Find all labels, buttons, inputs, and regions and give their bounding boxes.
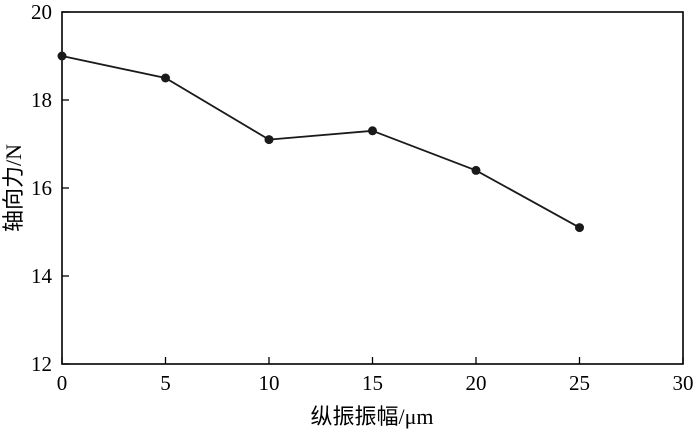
x-tick-label: 10 <box>259 371 280 395</box>
x-tick-label: 0 <box>57 371 68 395</box>
data-point <box>368 126 377 136</box>
x-axis-label: 纵振振幅/μm <box>310 404 434 429</box>
x-tick-label: 15 <box>362 371 383 395</box>
y-tick-label: 18 <box>31 88 52 112</box>
y-tick-label: 20 <box>31 0 52 24</box>
plot-frame <box>61 11 684 365</box>
y-tick-label: 14 <box>31 264 53 288</box>
data-point <box>161 73 170 83</box>
data-point <box>57 51 67 61</box>
y-axis-label: 轴向力/N <box>1 144 26 233</box>
x-tick-label: 5 <box>160 371 171 395</box>
x-tick-label: 25 <box>569 371 590 395</box>
data-point <box>471 165 481 175</box>
x-tick-label: 20 <box>466 371 487 395</box>
data-point <box>264 135 274 145</box>
data-point <box>575 223 584 233</box>
y-tick-label: 16 <box>31 176 52 200</box>
series-line <box>61 55 580 229</box>
y-tick-label: 12 <box>31 352 52 376</box>
x-tick-label: 30 <box>673 371 694 395</box>
